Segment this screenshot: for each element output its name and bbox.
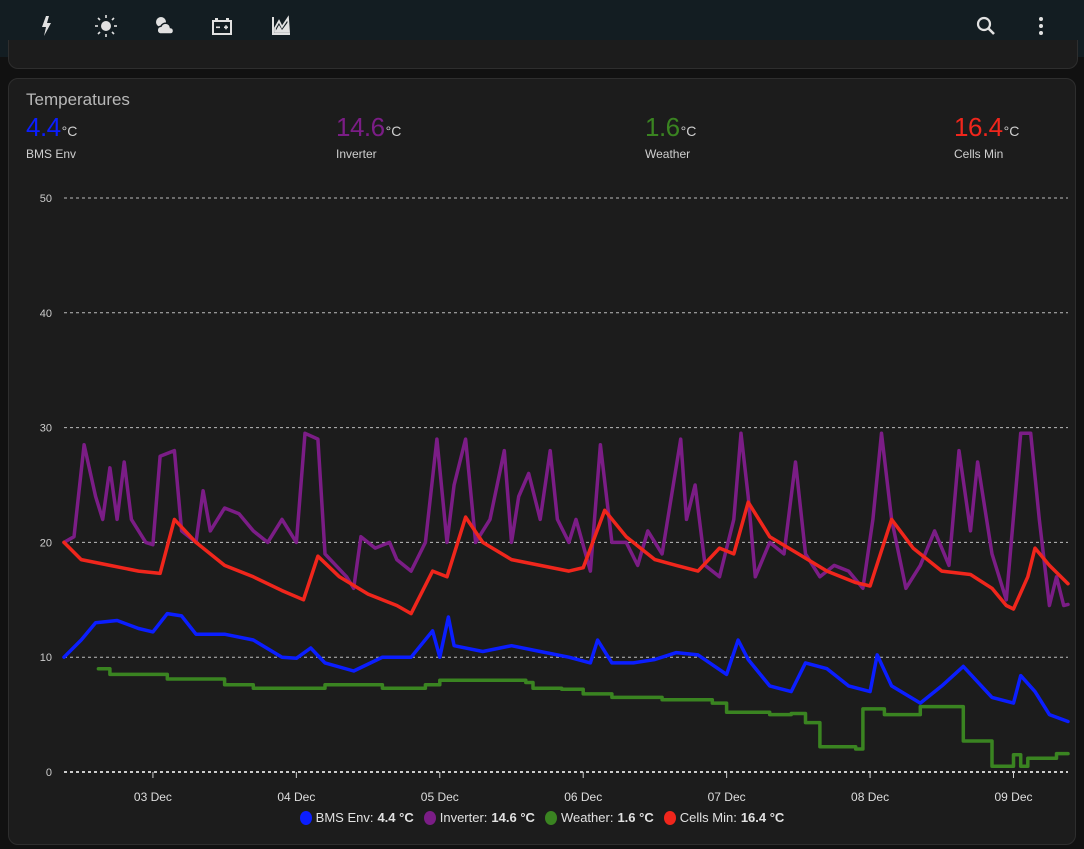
stat-cells-min[interactable]: 16.4°C Cells Min <box>954 112 1019 161</box>
series-line-inverter <box>62 431 1070 608</box>
card-title: Temperatures <box>26 90 130 109</box>
stat-unit: °C <box>61 123 78 139</box>
y-tick-label: 20 <box>40 537 52 549</box>
chart-legend: BMS Env: 4.4 °C Inverter: 14.6 °C Weather:… <box>0 810 1084 825</box>
legend-item-weather[interactable]: Weather: 1.6 °C <box>544 810 654 825</box>
y-tick-label: 50 <box>40 193 52 205</box>
legend-label: Cells Min: <box>679 810 737 825</box>
more-options-button[interactable] <box>1021 8 1061 44</box>
series-line-weather <box>96 666 1070 769</box>
chart-areaspline-icon <box>272 15 290 35</box>
search-button[interactable] <box>966 8 1006 44</box>
x-tick-label: 03 Dec <box>134 790 172 804</box>
legend-dot <box>423 810 436 825</box>
tab-weather[interactable] <box>144 8 184 44</box>
y-tick-label: 0 <box>46 767 52 779</box>
tab-power[interactable] <box>27 8 67 44</box>
series-line-cells-min <box>62 500 1070 616</box>
stat-bms-env[interactable]: 4.4°C BMS Env <box>26 112 77 161</box>
x-tick-label: 05 Dec <box>421 790 459 804</box>
stat-value: 1.6 <box>645 112 680 142</box>
series-line-bms-env <box>62 611 1070 724</box>
legend-item-bms-env[interactable]: BMS Env: 4.4 °C <box>299 810 414 825</box>
battery-icon <box>212 18 232 35</box>
y-tick-label: 30 <box>40 423 52 435</box>
x-tick-label: 04 Dec <box>277 790 315 804</box>
previous-card <box>8 40 1078 69</box>
x-tick-label: 09 Dec <box>994 790 1032 804</box>
tab-solar[interactable] <box>86 8 126 44</box>
stat-unit: °C <box>385 123 402 139</box>
stat-unit: °C <box>1003 123 1020 139</box>
stat-value: 16.4 <box>954 112 1003 142</box>
x-tick-label: 06 Dec <box>564 790 602 804</box>
stat-unit: °C <box>680 123 697 139</box>
legend-dot <box>299 810 312 825</box>
more-vertical-icon <box>1039 17 1043 35</box>
tab-battery[interactable] <box>202 8 242 44</box>
stat-value: 14.6 <box>336 112 385 142</box>
legend-item-cells-min[interactable]: Cells Min: 16.4 °C <box>663 810 785 825</box>
legend-item-inverter[interactable]: Inverter: 14.6 °C <box>423 810 535 825</box>
legend-value: 4.4 °C <box>377 810 414 825</box>
stat-label: BMS Env <box>26 147 77 161</box>
y-tick-label: 10 <box>40 652 52 664</box>
legend-value: 1.6 °C <box>617 810 654 825</box>
legend-value: 16.4 °C <box>740 810 785 825</box>
x-tick-label: 08 Dec <box>851 790 889 804</box>
stat-value: 4.4 <box>26 112 61 142</box>
stat-label: Cells Min <box>954 147 1004 161</box>
cloud-sun-icon <box>156 17 175 35</box>
stat-weather[interactable]: 1.6°C Weather <box>645 112 696 161</box>
tab-charts[interactable] <box>261 8 301 44</box>
legend-dot <box>544 810 557 825</box>
y-tick-label: 40 <box>40 308 52 320</box>
lightning-icon <box>42 16 51 36</box>
stat-label: Inverter <box>336 147 377 161</box>
stat-inverter[interactable]: 14.6°C Inverter <box>336 112 401 161</box>
x-tick-label: 07 Dec <box>708 790 746 804</box>
temperatures-card <box>8 78 1076 845</box>
sun-icon <box>95 15 117 37</box>
legend-value: 14.6 °C <box>491 810 535 825</box>
legend-label: Inverter: <box>439 810 488 825</box>
legend-label: BMS Env: <box>315 810 374 825</box>
legend-label: Weather: <box>560 810 614 825</box>
stat-label: Weather <box>645 147 691 161</box>
legend-dot <box>663 810 676 825</box>
search-icon <box>976 16 995 35</box>
